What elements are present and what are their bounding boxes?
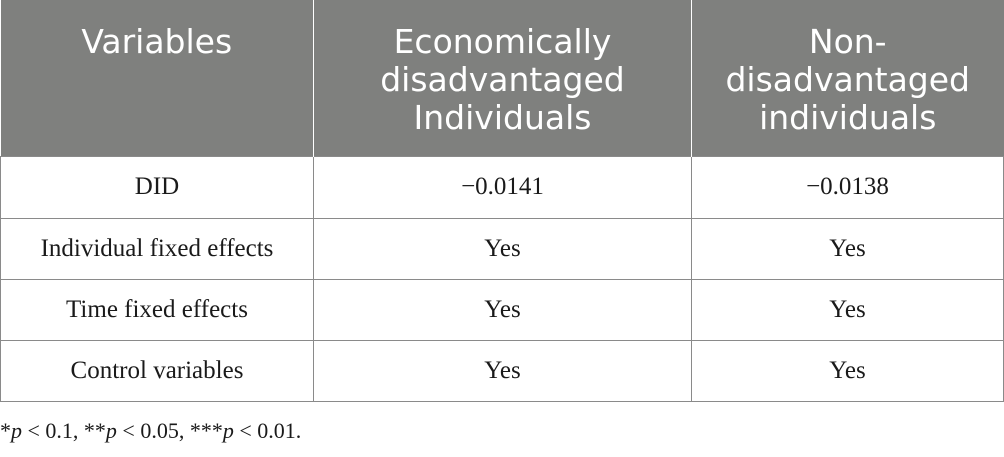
cell-non-disadvantaged: Yes: [691, 339, 1004, 402]
row-label: Control variables: [0, 339, 314, 402]
table-row: Time fixed effects Yes Yes: [0, 278, 1004, 341]
row-label: Individual fixed effects: [0, 217, 314, 280]
cell-non-disadvantaged: −0.0138: [691, 155, 1004, 219]
table-row: DID −0.0141 −0.0138: [0, 155, 1004, 219]
footnote-p-symbol: p: [222, 418, 234, 443]
results-table: Variables Economically disadvantaged Ind…: [0, 0, 1004, 402]
cell-non-disadvantaged: Yes: [691, 278, 1004, 341]
results-table-container: Variables Economically disadvantaged Ind…: [0, 0, 1004, 402]
header-line: individuals: [759, 98, 937, 137]
header-line: disadvantaged: [725, 60, 970, 99]
cell-economically-disadvantaged: Yes: [313, 217, 692, 280]
cell-economically-disadvantaged: Yes: [313, 278, 692, 341]
footnote-p-symbol: p: [105, 418, 117, 443]
cell-non-disadvantaged: Yes: [691, 217, 1004, 280]
table-header-row: Variables Economically disadvantaged Ind…: [0, 0, 1004, 156]
row-label: DID: [0, 155, 314, 219]
header-line: Economically: [393, 22, 612, 61]
footnote-text: < 0.01.: [233, 418, 302, 443]
header-line: Individuals: [413, 98, 592, 137]
header-non-disadvantaged: Non- disadvantaged individuals: [691, 0, 1004, 156]
footnote-text: < 0.05, ***: [116, 418, 223, 443]
header-line: Non-: [808, 22, 887, 61]
table-row: Control variables Yes Yes: [0, 339, 1004, 402]
footnote-text: < 0.1, **: [22, 418, 106, 443]
row-label: Time fixed effects: [0, 278, 314, 341]
cell-economically-disadvantaged: Yes: [313, 339, 692, 402]
cell-economically-disadvantaged: −0.0141: [313, 155, 692, 219]
header-line: disadvantaged: [380, 60, 625, 99]
footnote-prefix: *: [0, 418, 11, 443]
header-variables: Variables: [0, 0, 314, 156]
header-economically-disadvantaged: Economically disadvantaged Individuals: [313, 0, 692, 156]
significance-footnote: *p < 0.1, **p < 0.05, ***p < 0.01.: [0, 418, 301, 444]
table-row: Individual fixed effects Yes Yes: [0, 217, 1004, 280]
footnote-p-symbol: p: [11, 418, 22, 443]
header-line: Variables: [81, 22, 233, 61]
